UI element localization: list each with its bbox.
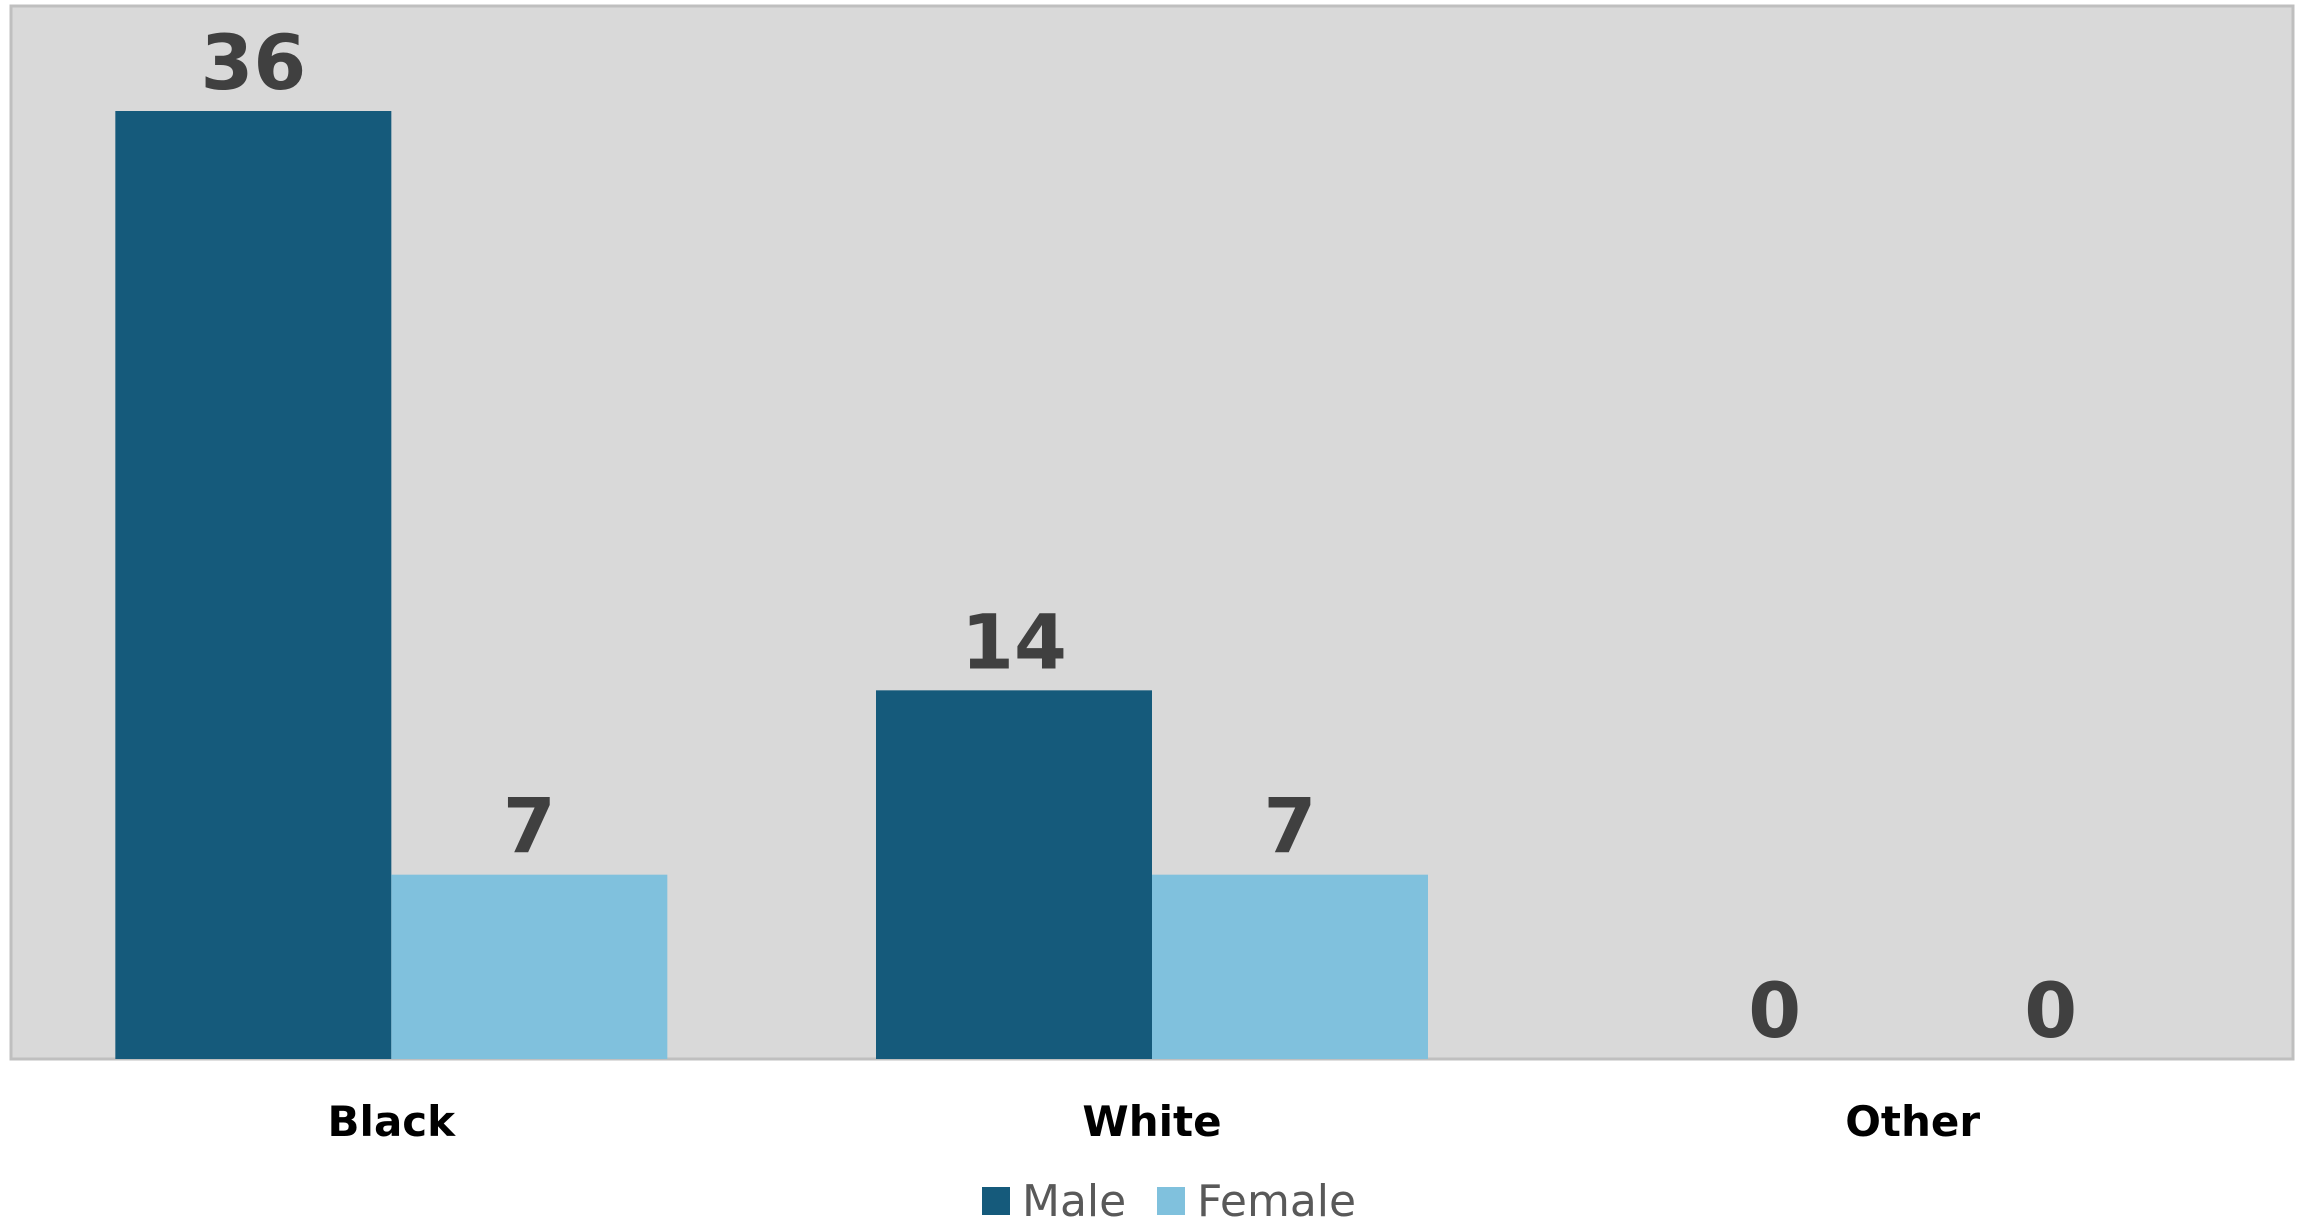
legend-label-female: Female: [1197, 1176, 1356, 1220]
data-label-other-male: 0: [1748, 966, 1801, 1055]
legend-swatch-female: [1157, 1187, 1185, 1215]
data-label-other-female: 0: [2024, 966, 2077, 1055]
data-label-black-female: 7: [503, 782, 556, 871]
bar-white-male: [876, 690, 1152, 1059]
legend-swatch-male: [982, 1187, 1010, 1215]
data-label-white-female: 7: [1264, 782, 1317, 871]
bar-white-female: [1152, 874, 1428, 1059]
data-labels-layer: 36 7 14 7 0 0: [200, 18, 2077, 1055]
category-label-other: Other: [1845, 1097, 1980, 1146]
category-label-white: White: [1082, 1097, 1221, 1146]
data-label-white-male: 14: [961, 597, 1067, 686]
bar-black-female: [391, 874, 668, 1059]
data-label-black-male: 36: [200, 18, 306, 107]
bar-black-male: [115, 111, 392, 1059]
bars-layer: [115, 111, 1428, 1059]
category-label-black: Black: [328, 1097, 457, 1146]
legend: Male Female: [982, 1176, 1356, 1220]
category-axis: Black White Other: [328, 1097, 1981, 1146]
legend-label-male: Male: [1022, 1176, 1126, 1220]
